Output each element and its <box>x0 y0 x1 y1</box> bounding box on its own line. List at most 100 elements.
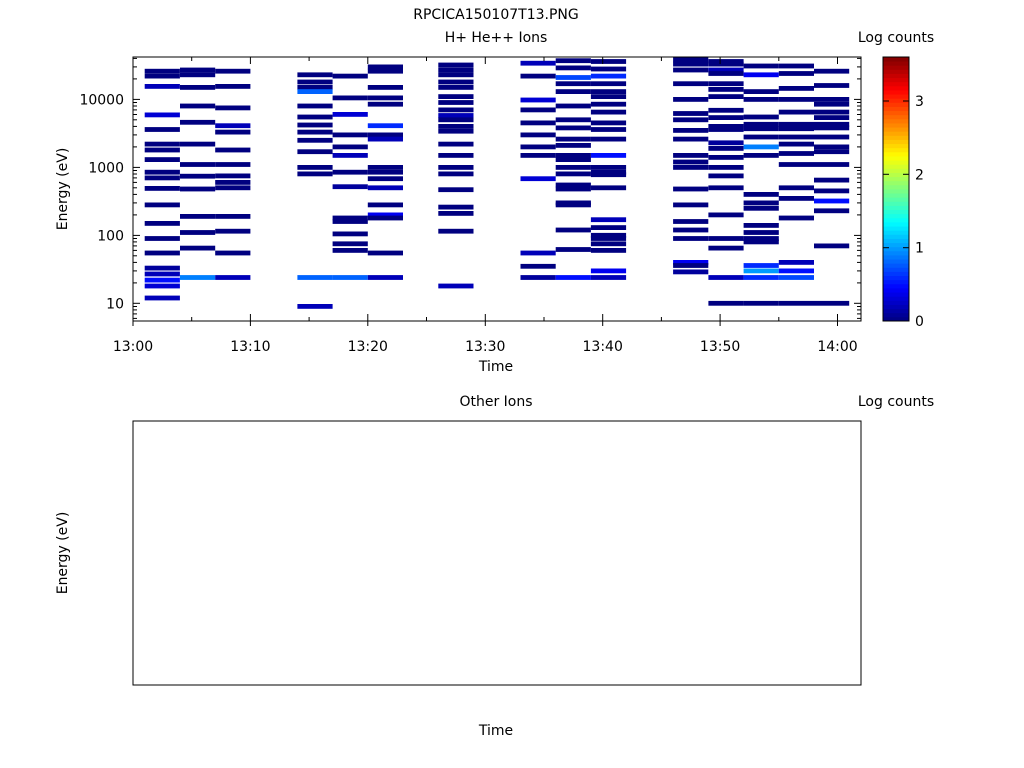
heatmap-cell <box>743 223 779 228</box>
heatmap-cell <box>555 171 591 177</box>
heatmap-cell <box>215 185 251 191</box>
heatmap-cell <box>297 89 333 94</box>
heatmap-cell <box>814 162 850 167</box>
heatmap-cell <box>367 95 403 101</box>
heatmap-cell <box>814 97 850 102</box>
heatmap-cell <box>180 173 216 179</box>
heatmap-cell <box>144 186 180 191</box>
heatmap-cell <box>673 153 709 158</box>
heatmap-cell <box>438 228 474 234</box>
heatmap-cell <box>180 119 216 125</box>
heatmap-cell <box>144 236 180 241</box>
heatmap-cell <box>708 155 744 160</box>
heatmap-cell <box>215 214 251 219</box>
heatmap-cell <box>297 103 333 109</box>
colorbar-swatch <box>883 300 909 305</box>
heatmap-cell <box>673 111 709 116</box>
heatmap-cell <box>673 57 709 63</box>
heatmap-cell <box>778 86 814 91</box>
colorbar-swatch <box>883 222 909 227</box>
heatmap-cell <box>215 250 251 256</box>
heatmap-cell <box>590 232 627 238</box>
heatmap-cell <box>144 169 180 175</box>
heatmap-cell <box>215 129 251 135</box>
colorbar-label: Log counts <box>858 30 934 46</box>
heatmap-cell <box>778 151 814 156</box>
heatmap-cell <box>438 128 474 134</box>
heatmap-cell <box>778 71 814 76</box>
colorbar-swatch <box>883 279 909 285</box>
heatmap-cell <box>673 136 709 142</box>
heatmap-cell <box>673 236 709 241</box>
heatmap-cell <box>180 186 216 192</box>
heatmap-cell <box>708 71 744 76</box>
colorbar-tick-label: 1 <box>915 241 924 257</box>
heatmap-cell <box>778 134 814 140</box>
heatmap-cell <box>778 275 814 280</box>
heatmap-cell <box>215 162 251 167</box>
panel-other-ions: Other Ions Energy (eV) Time Log counts <box>55 394 934 739</box>
heatmap-cell <box>438 94 474 99</box>
heatmap-cell <box>215 105 251 111</box>
colorbar-swatch <box>883 156 909 161</box>
heatmap-cell <box>144 221 180 226</box>
heatmap-cell <box>215 275 251 280</box>
heatmap-cell <box>590 59 627 64</box>
heatmap-cell <box>367 64 403 70</box>
heatmap-cell <box>708 140 744 146</box>
heatmap-cell <box>708 173 744 179</box>
heatmap-cell <box>367 250 403 256</box>
colorbar-swatch <box>883 147 909 153</box>
heatmap-cell <box>673 165 709 170</box>
colorbar-tick-label: 3 <box>915 94 924 110</box>
heatmap-cell <box>438 79 474 85</box>
heatmap-cell <box>708 67 744 73</box>
heatmap-cell <box>673 81 709 87</box>
heatmap-cell <box>673 269 709 275</box>
heatmap-cell <box>778 196 814 201</box>
panel-title: H+ He++ Ions <box>445 30 548 46</box>
heatmap-cell <box>180 141 216 147</box>
colorbar-swatch <box>883 151 909 157</box>
colorbar-swatch <box>883 94 909 99</box>
heatmap-cell <box>778 97 814 102</box>
colorbar-swatch <box>883 164 909 169</box>
heatmap-cell <box>590 248 627 253</box>
heatmap-cell <box>438 67 474 73</box>
heatmap-cell <box>215 84 251 89</box>
heatmap-cell <box>743 205 779 211</box>
colorbar-swatch <box>883 98 909 103</box>
heatmap-cell <box>180 214 216 219</box>
heatmap-cell <box>367 202 403 208</box>
colorbar-swatch <box>883 180 909 186</box>
colorbar-swatch <box>883 267 909 272</box>
heatmap-cell <box>520 73 556 79</box>
heatmap-cell <box>180 162 216 167</box>
y-axis-label: Energy (eV) <box>55 148 71 231</box>
heatmap-cell <box>438 187 474 193</box>
heatmap-cell <box>555 136 591 142</box>
heatmap-cell <box>438 211 474 216</box>
heatmap-cell <box>743 268 779 274</box>
heatmap-cell <box>778 126 814 132</box>
x-tick-label: 13:30 <box>465 339 505 355</box>
heatmap-cell <box>144 271 180 277</box>
colorbar-swatch <box>883 110 909 116</box>
y-ticks: 10 100 1000 10000 <box>79 57 861 319</box>
heatmap-cell <box>332 184 368 190</box>
plot-area-frame <box>132 420 862 686</box>
y-tick-label: 1000 <box>88 160 124 176</box>
figure-title: RPCICA150107T13.PNG <box>413 7 578 23</box>
heatmap-cell <box>590 120 627 126</box>
heatmap-cell <box>297 304 333 309</box>
heatmap-cell <box>743 97 779 102</box>
heatmap-cell <box>814 177 850 183</box>
heatmap-cell <box>438 165 474 170</box>
colorbar-swatch <box>883 168 909 173</box>
colorbar-swatch <box>883 316 909 322</box>
heatmap-cell <box>438 124 474 129</box>
heatmap-cell <box>555 75 591 80</box>
colorbar-swatch <box>883 189 909 194</box>
x-tick-label: 14:00 <box>817 339 857 355</box>
heatmap-cell <box>743 63 779 69</box>
